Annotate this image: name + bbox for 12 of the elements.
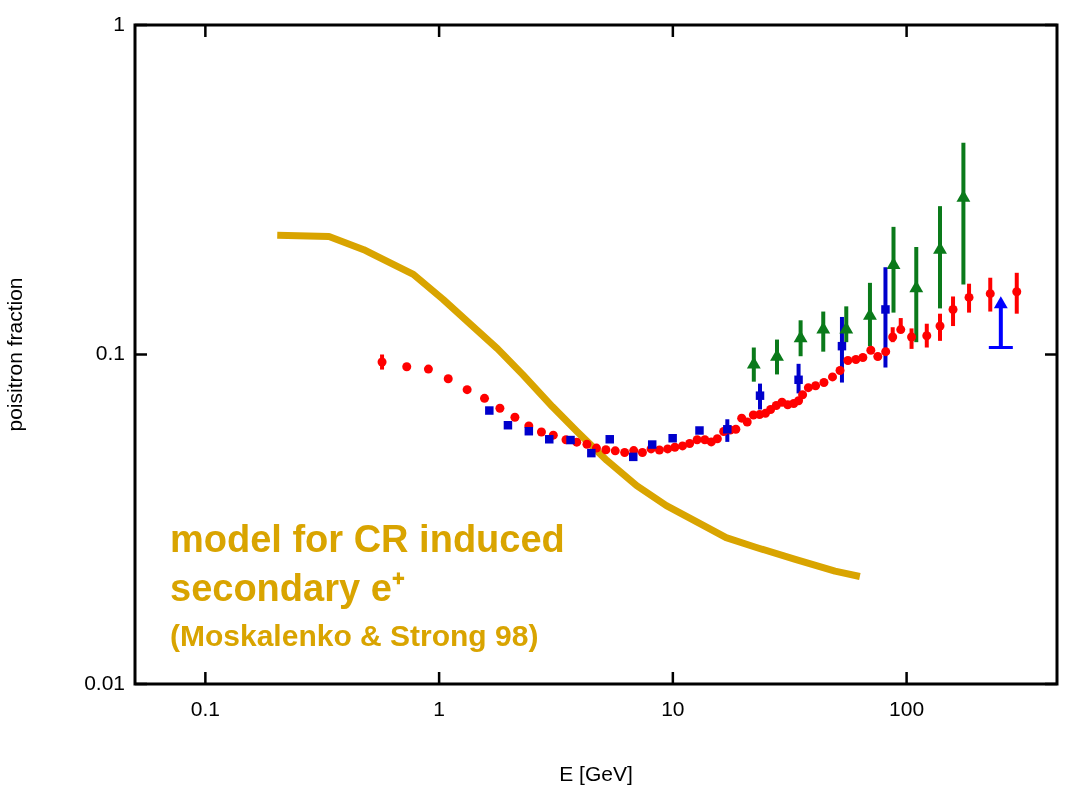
y-axis-title: poisitron fraction bbox=[3, 277, 27, 432]
annotation: (Moskalenko & Strong 98) bbox=[170, 619, 539, 652]
y-tick-label: 1 bbox=[113, 11, 125, 35]
x-tick-label: 100 bbox=[889, 697, 925, 721]
y-tick-label: 0.01 bbox=[84, 670, 125, 694]
x-tick-label: 1 bbox=[433, 697, 445, 721]
x-axis-title: E [GeV] bbox=[559, 762, 633, 786]
y-tick-label: 0.1 bbox=[95, 341, 125, 365]
x-tick-label: 10 bbox=[661, 697, 685, 721]
annotation: secondary e⁺ bbox=[170, 567, 405, 609]
x-tick-label: 0.1 bbox=[190, 697, 220, 721]
annotation: model for CR induced bbox=[170, 518, 565, 560]
